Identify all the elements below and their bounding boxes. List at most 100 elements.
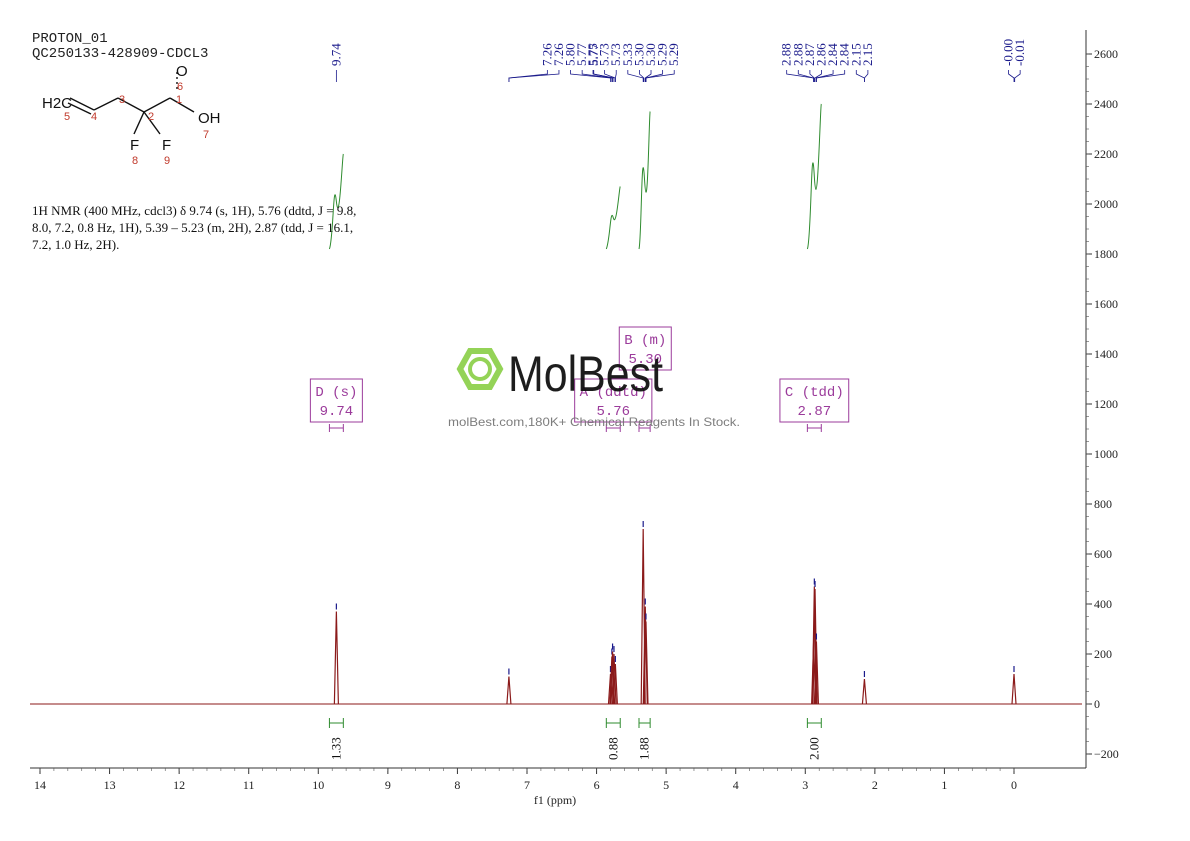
peak-label: 5.73 [608, 43, 623, 66]
multiplet-box [618, 326, 672, 371]
nmr-description-line: 1H NMR (400 MHz, cdcl3) δ 9.74 (s, 1H), … [32, 203, 357, 218]
y-tick-label: 1800 [1094, 247, 1118, 261]
nmr-description-line: 8.0, 7.2, 0.8 Hz, 1H), 5.39 – 5.23 (m, 2… [32, 220, 354, 235]
multiplet-shift: 5.76 [596, 404, 630, 420]
multiplet-label: D (s) [315, 385, 357, 401]
y-tick-label: 2400 [1094, 97, 1118, 111]
x-tick-label: 0 [1011, 778, 1017, 792]
atom-number: 3 [119, 94, 125, 106]
x-tick-label: 8 [454, 778, 460, 792]
y-tick-label: 1400 [1094, 347, 1118, 361]
molecule-structure: O H2C OH F F 6 5 3 4 1 2 7 8 9 [42, 63, 221, 167]
y-tick-label: 1600 [1094, 297, 1118, 311]
peak-label-connector [592, 70, 615, 82]
peak-label: 5.29 [666, 43, 681, 66]
peak-label: 2.15 [860, 43, 875, 66]
peak-label: 2.87 [802, 43, 817, 66]
peak-label: -0.01 [1012, 39, 1027, 66]
molbest-watermark: MolBest molBest.com,180K+ Chemical Reage… [448, 346, 740, 429]
x-tick-label: 13 [104, 778, 116, 792]
atom-number: 8 [132, 155, 138, 167]
spectrum-peak [812, 588, 818, 705]
y-tick-label: 2000 [1094, 197, 1118, 211]
x-tick-label: 2 [872, 778, 878, 792]
peak-label-connector [508, 70, 548, 82]
peak-label: 2.15 [848, 43, 863, 66]
y-tick-label: 1200 [1094, 397, 1118, 411]
peak-label: 5.30 [631, 43, 646, 66]
atom-number: 2 [148, 111, 154, 123]
x-tick-label: 14 [34, 778, 46, 792]
benzene-logo-icon [456, 348, 504, 390]
peak-label: 5.77 [574, 43, 589, 66]
atom-number: 1 [176, 94, 182, 106]
atom-f1: F [130, 137, 139, 154]
spectrum-peak [813, 641, 820, 705]
peak-label-connector [1008, 70, 1015, 82]
atom-number: 6 [177, 81, 183, 93]
y-tick-label: 2600 [1094, 47, 1118, 61]
atom-number: 5 [64, 111, 70, 123]
y-tick-label: 400 [1094, 597, 1112, 611]
peak-label-connector [581, 70, 613, 82]
y-tick-label: 200 [1094, 647, 1112, 661]
x-tick-label: 10 [312, 778, 324, 792]
spectrum-peak [1011, 673, 1017, 705]
peak-label: 5.29 [655, 43, 670, 66]
spectrum-peak [333, 611, 339, 705]
peak-label: 5.80 [563, 43, 578, 66]
nmr-description: 1H NMR (400 MHz, cdcl3) δ 9.74 (s, 1H), … [32, 202, 412, 253]
peak-labels-group: 9.74 7.267.265.805.775.775.755.735.735.33… [328, 39, 1027, 82]
multiplets-group: D (s) 9.74 A (ddtd) 5.76 B (m) 5.30 C (tdd) 2.8… [309, 326, 850, 432]
atom-o-top: O [176, 63, 188, 80]
spectrum-peak [643, 621, 649, 705]
peak-label: 5.75 [585, 43, 600, 66]
y-tick-label: 600 [1094, 547, 1112, 561]
integral-value: 0.88 [605, 737, 620, 760]
watermark-brand: MolBest [508, 346, 663, 402]
y-tick-label: 2200 [1094, 147, 1118, 161]
peak-label: 2.88 [790, 43, 805, 66]
atom-oh: OH [198, 110, 221, 127]
integral-value: 1.33 [328, 737, 343, 760]
atom-f2: F [162, 137, 171, 154]
x-tick-label: 5 [663, 778, 669, 792]
peak-label-connector [644, 70, 652, 82]
integral-curve [806, 103, 822, 250]
x-tick-label: 9 [385, 778, 391, 792]
multiplet-box [574, 378, 653, 423]
atom-ch2: H2C [42, 95, 72, 112]
spectrum-peak [611, 653, 617, 705]
peak-label: 5.30 [643, 43, 658, 66]
integral-value: 2.00 [806, 737, 821, 760]
peak-label-connector [614, 70, 617, 82]
experiment-name: PROTON_01 [32, 31, 108, 47]
peak-label-connector [570, 70, 611, 82]
multiplet-label: C (tdd) [785, 385, 844, 401]
peak-label-connector [645, 70, 675, 82]
peak-label: 5.77 [586, 43, 601, 66]
x-tick-label: 7 [524, 778, 530, 792]
peak-label-connector [864, 70, 869, 82]
multiplet-shift: 5.30 [628, 352, 662, 368]
x-tick-label: 3 [802, 778, 808, 792]
atom-number: 7 [203, 129, 209, 141]
sample-id: QC250133-428909-CDCL3 [32, 46, 209, 62]
peak-label: 2.86 [813, 43, 828, 66]
integral-value: 1.88 [637, 737, 652, 760]
peak-label: 2.84 [825, 43, 840, 66]
x-axis-title: f1 (ppm) [534, 793, 576, 807]
x-tick-label: 11 [243, 778, 255, 792]
spectrum-peak [612, 663, 618, 705]
multiplet-label: A (ddtd) [580, 385, 647, 401]
watermark-tagline: molBest.com,180K+ Chemical Reagents In S… [448, 415, 740, 429]
peak-label: 7.26 [551, 43, 566, 66]
multiplet-label: B (m) [624, 333, 666, 349]
axes-group: 14 13 12 11 10 9 8 7 6 5 4 3 2 1 0f1 (ppm)260024002200… [30, 30, 1119, 807]
integrals-group: 1.33 0.88 1.88 2.00 [328, 103, 822, 760]
spectrum-header: PROTON_01 QC250133-428909-CDCL3 [32, 32, 208, 62]
peak-label-connector [797, 70, 815, 82]
multiplet-box [309, 378, 363, 423]
peak-label-connector [814, 70, 822, 82]
peak-label-connector [816, 70, 846, 82]
